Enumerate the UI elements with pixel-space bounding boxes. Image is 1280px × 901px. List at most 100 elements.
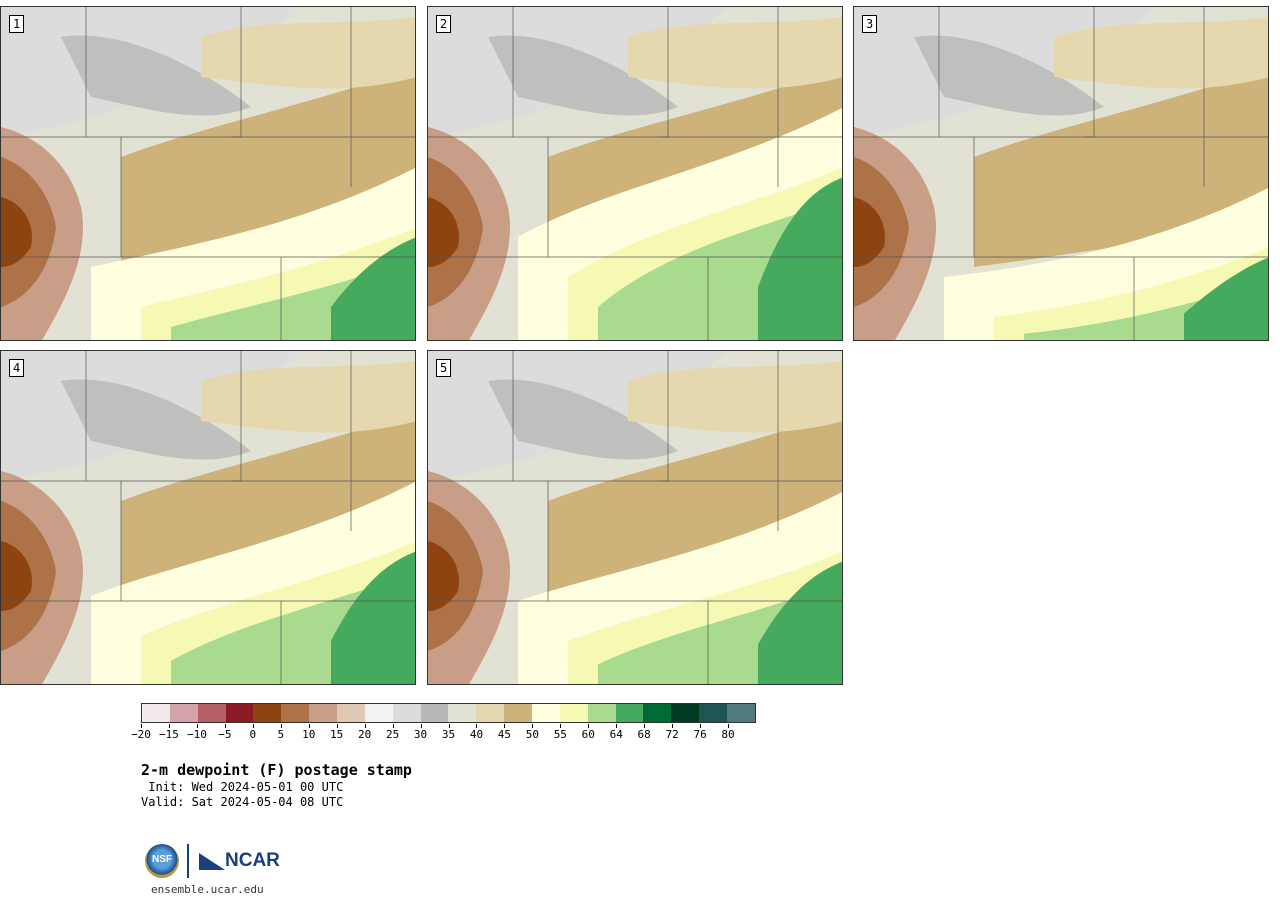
logo-divider <box>187 844 189 878</box>
state-boundaries <box>428 351 842 684</box>
colorbar-tick-mark <box>504 724 506 728</box>
colorbar-tick-label: −5 <box>218 728 232 741</box>
colorbar-swatch <box>448 704 477 722</box>
colorbar-tick-mark <box>252 724 254 728</box>
colorbar-tick-mark <box>224 724 226 728</box>
dewpoint-map <box>1 351 415 684</box>
colorbar-swatch <box>504 704 533 722</box>
colorbar-tick-label: 76 <box>693 728 707 741</box>
colorbar-ticks: −20 −15 −10 −5 0 5 10 15 20 25 30 35 40 45 50 55 60 64 68 7… <box>131 724 756 744</box>
colorbar-tick-label: −20 <box>131 728 151 741</box>
dewpoint-map <box>854 7 1268 340</box>
colorbar-swatch <box>615 704 644 722</box>
colorbar-tick-mark <box>616 724 618 728</box>
dewpoint-map <box>428 351 842 684</box>
colorbar-tick-label: 20 <box>358 728 372 741</box>
colorbar-tick-label: 10 <box>302 728 316 741</box>
colorbar-tick-label: 30 <box>413 728 428 741</box>
map-fill <box>428 351 842 684</box>
colorbar-swatch <box>727 704 755 722</box>
colorbar-tick-mark <box>196 724 198 728</box>
colorbar-tick-mark <box>364 724 366 728</box>
panel-number: 4 <box>9 359 25 377</box>
colorbar-swatch <box>476 704 505 722</box>
colorbar-swatch <box>392 704 421 722</box>
colorbar-tick-mark <box>532 724 534 728</box>
colorbar-tick-mark <box>141 724 142 728</box>
colorbar-tick-mark <box>728 724 730 728</box>
map-panel-2: 2 <box>427 6 843 341</box>
colorbar-tick-label: 64 <box>609 728 623 741</box>
colorbar-swatch <box>142 704 170 722</box>
state-boundaries <box>1 7 415 340</box>
colorbar-swatch <box>559 704 588 722</box>
colorbar-swatch <box>337 704 365 722</box>
init-time: Init: Wed 2024-05-01 00 UTC <box>141 780 344 794</box>
colorbar-tick-mark <box>560 724 562 728</box>
colorbar-tick-label: 68 <box>637 728 651 741</box>
state-boundaries <box>428 7 842 340</box>
colorbar-tick-label: 15 <box>330 728 344 741</box>
colorbar-tick-mark <box>644 724 646 728</box>
site-url: ensemble.ucar.edu <box>151 883 264 896</box>
colorbar-tick-mark <box>308 724 310 728</box>
colorbar-tick-mark <box>336 724 338 728</box>
colorbar-tick-mark <box>672 724 674 728</box>
colorbar-tick-label: 0 <box>249 728 257 741</box>
colorbar-swatch <box>671 704 700 722</box>
map-panel-3: 3 <box>853 6 1269 341</box>
dewpoint-map <box>428 7 842 340</box>
colorbar-tick-label: 5 <box>277 728 285 741</box>
colorbar-tick-mark <box>392 724 394 728</box>
colorbar-tick-mark <box>168 724 170 728</box>
valid-time: Valid: Sat 2024-05-04 08 UTC <box>141 795 344 809</box>
colorbar-tick-label: 25 <box>385 728 400 741</box>
map-fill <box>428 7 842 340</box>
map-fill <box>1 351 415 684</box>
colorbar-tick-label: 40 <box>469 728 484 741</box>
colorbar-tick-mark <box>448 724 450 728</box>
colorbar-swatch <box>364 704 393 722</box>
colorbar-swatch <box>197 704 226 722</box>
colorbar-swatch <box>643 704 672 722</box>
colorbar-swatch <box>587 704 616 722</box>
colorbar-tick-label: 45 <box>497 728 512 741</box>
colorbar-tick-label: −15 <box>159 728 179 741</box>
map-fill <box>1 7 415 340</box>
colorbar-tick-label: 80 <box>721 728 735 741</box>
colorbar-swatch <box>225 704 254 722</box>
colorbar-swatch <box>281 704 310 722</box>
colorbar-tick-mark <box>588 724 590 728</box>
colorbar-tick-mark <box>280 724 282 728</box>
dewpoint-map <box>1 7 415 340</box>
colorbar-tick-label: −10 <box>186 728 207 741</box>
colorbar-tick-mark <box>700 724 702 728</box>
colorbar-tick-label: 55 <box>553 728 567 741</box>
colorbar-swatch <box>420 704 449 722</box>
colorbar <box>141 703 756 723</box>
ncar-logo-icon: NCAR <box>199 850 280 872</box>
colorbar-tick-label: 50 <box>525 728 539 741</box>
colorbar-tick-mark <box>420 724 422 728</box>
colorbar-tick-mark <box>476 724 478 728</box>
map-panel-1: 1 <box>0 6 416 341</box>
colorbar-swatch <box>309 704 338 722</box>
logos: NSF NCAR <box>145 842 280 880</box>
colorbar-swatch <box>253 704 282 722</box>
panel-number: 3 <box>862 15 878 33</box>
panel-number: 2 <box>436 15 452 33</box>
colorbar-tick-label: 72 <box>665 728 679 741</box>
chart-title: 2-m dewpoint (F) postage stamp <box>141 761 412 779</box>
map-panel-4: 4 <box>0 350 416 685</box>
colorbar-swatch <box>532 704 560 722</box>
map-fill <box>854 7 1268 340</box>
colorbar-swatch <box>699 704 728 722</box>
map-panel-5: 5 <box>427 350 843 685</box>
panel-number: 1 <box>9 15 25 33</box>
colorbar-tick-label: 60 <box>581 728 595 741</box>
nsf-logo-icon: NSF <box>145 844 179 878</box>
colorbar-tick-label: 35 <box>441 728 456 741</box>
panel-number: 5 <box>436 359 452 377</box>
state-boundaries <box>1 351 415 684</box>
colorbar-swatch <box>169 704 198 722</box>
